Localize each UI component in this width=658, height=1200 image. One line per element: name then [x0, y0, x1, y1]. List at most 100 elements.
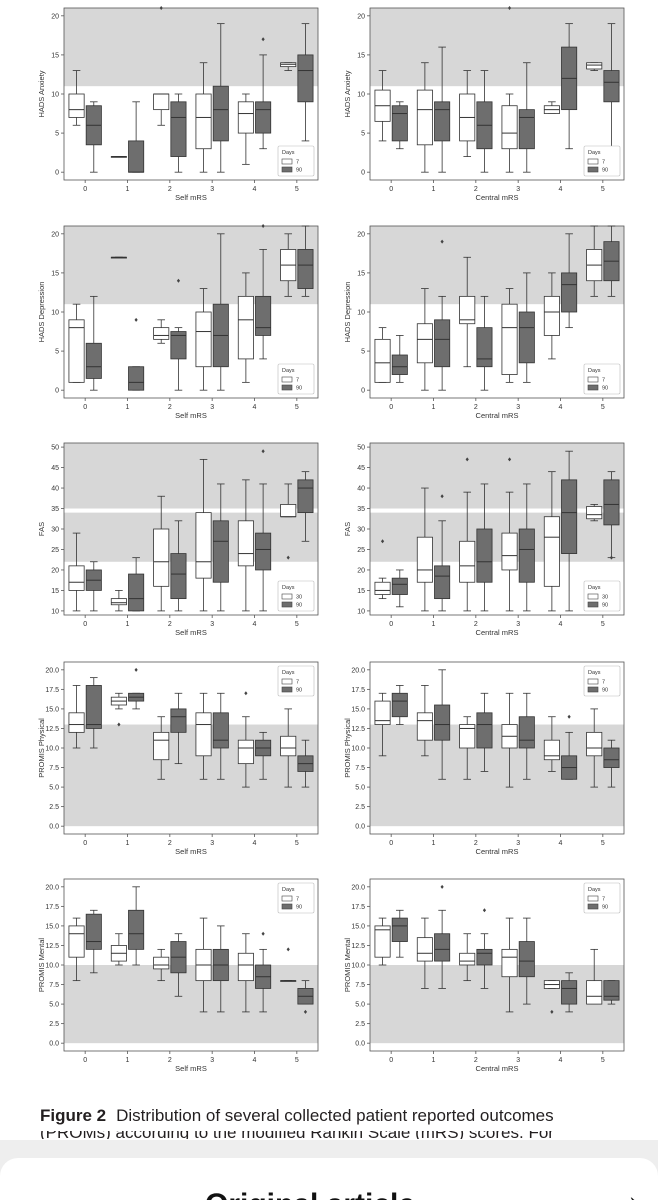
- legend-swatch: [281, 166, 293, 173]
- x-tick-label: 0: [83, 621, 87, 628]
- x-tick-label: 2: [168, 404, 172, 411]
- legend-swatch: [587, 376, 599, 383]
- box-90-days-mrs-4: [255, 449, 272, 612]
- box-7-days-mrs-1: [110, 256, 127, 259]
- legend-entry-label: 7: [296, 378, 299, 384]
- x-tick-label: 1: [126, 621, 130, 628]
- iqr-box: [153, 528, 170, 587]
- iqr-box: [434, 933, 451, 962]
- iqr-box: [68, 712, 85, 733]
- iqr-box: [128, 909, 145, 950]
- box-30-days-mrs-5: [280, 483, 297, 560]
- iqr-box: [280, 735, 297, 757]
- y-axis-label: HADS Anxiety: [37, 70, 46, 117]
- iqr-box: [416, 712, 433, 741]
- iqr-box: [85, 913, 102, 950]
- y-tick-label: 10: [357, 310, 365, 317]
- x-tick-label: 5: [295, 1057, 299, 1064]
- box-7-days-mrs-0: [374, 70, 391, 142]
- legend-swatch: [281, 601, 293, 608]
- legend-entry-label: 90: [296, 603, 302, 609]
- x-tick-label: 2: [168, 186, 172, 193]
- legend-entry-label: 7: [602, 897, 605, 903]
- x-axis-label: Central mRS: [476, 1064, 519, 1073]
- x-tick-label: 0: [389, 840, 393, 847]
- box-90-days-mrs-2: [476, 295, 493, 391]
- box-7-days-mrs-2: [153, 6, 170, 126]
- x-axis-label: Central mRS: [476, 847, 519, 856]
- x-tick-label: 5: [295, 186, 299, 193]
- box-90-days-mrs-5: [297, 980, 314, 1014]
- y-tick-label: 5: [361, 131, 365, 138]
- arrow-right-icon[interactable]: →: [612, 1180, 642, 1200]
- box-7-days-mrs-3: [195, 288, 212, 391]
- y-tick-label: 40: [51, 486, 59, 493]
- iqr-box: [603, 479, 620, 526]
- box-90-days-mrs-1: [128, 886, 145, 966]
- iqr-box: [518, 941, 535, 978]
- y-tick-label: 12.5: [45, 943, 59, 950]
- box-7-days-mrs-3: [501, 917, 518, 1013]
- box-90-days-mrs-4: [561, 714, 578, 780]
- chart-panel-10: 0.0 2.5 5.0 7.5 10.0 12.5 15.0 17.5 20.0 PROMIS M…: [343, 878, 625, 1073]
- legend-entry-label: 7: [296, 897, 299, 903]
- x-tick-label: 1: [126, 404, 130, 411]
- box-30-days-mrs-3: [501, 457, 518, 612]
- iqr-box: [518, 109, 535, 150]
- box-90-days-mrs-5: [297, 739, 314, 788]
- chart-panel-4: 0 5 10 15 20 HADS Depression 0 1 2 3 4 5 Central mRS…: [343, 225, 625, 420]
- box-90-days-mrs-2: [170, 278, 187, 391]
- outlier-point: [286, 555, 290, 560]
- x-axis-label: Self mRS: [175, 628, 207, 637]
- y-tick-label: 35: [51, 506, 59, 513]
- x-tick-label: 4: [253, 840, 257, 847]
- outlier-point: [261, 37, 265, 42]
- y-tick-label: 50: [51, 445, 59, 452]
- x-tick-label: 4: [253, 621, 257, 628]
- legend-swatch: [587, 686, 599, 693]
- box-7-days-mrs-2: [459, 256, 476, 368]
- box-7-days-mrs-0: [374, 692, 391, 757]
- y-tick-label: 0: [361, 388, 365, 395]
- iqr-box: [501, 948, 518, 978]
- iqr-box: [297, 479, 314, 514]
- box-90-days-mrs-0: [85, 295, 102, 391]
- box-90-days-mrs-1: [128, 101, 145, 173]
- legend-title: Days: [282, 585, 295, 591]
- x-tick-label: 1: [126, 1057, 130, 1064]
- iqr-box: [297, 54, 314, 103]
- y-tick-label: 7.5: [49, 982, 59, 989]
- y-tick-label: 12.5: [45, 726, 59, 733]
- iqr-box: [416, 937, 433, 962]
- box-90-days-mrs-5: [297, 471, 314, 542]
- box-7-days-mrs-1: [416, 917, 433, 989]
- x-axis-label: Self mRS: [175, 193, 207, 202]
- box-30-days-mrs-1: [416, 487, 433, 612]
- box-7-days-mrs-5: [280, 233, 297, 297]
- box-90-days-mrs-4: [561, 450, 578, 612]
- iqr-box: [434, 319, 451, 368]
- box-90-days-mrs-4: [561, 233, 578, 329]
- box-30-days-mrs-2: [153, 495, 170, 612]
- box-7-days-mrs-0: [68, 70, 85, 126]
- article-link-title[interactable]: Original article: [205, 1188, 415, 1200]
- x-tick-label: 5: [295, 621, 299, 628]
- iqr-box: [543, 739, 560, 761]
- article-link-sheet[interactable]: Original article →: [0, 1158, 658, 1200]
- outlier-point: [440, 494, 444, 499]
- box-90-days-mrs-4: [561, 972, 578, 1013]
- box-7-days-mrs-0: [374, 327, 391, 383]
- legend-swatch: [281, 376, 293, 383]
- box-90-days-mrs-1: [434, 669, 451, 780]
- iqr-box: [212, 712, 229, 749]
- box-90-days-mrs-0: [391, 335, 408, 383]
- iqr-box: [237, 101, 254, 134]
- legend-entry-label: 90: [602, 603, 608, 609]
- reference-band: [370, 724, 624, 827]
- x-tick-label: 1: [126, 186, 130, 193]
- box-7-days-mrs-4: [543, 980, 560, 1014]
- y-tick-label: 17.5: [45, 904, 59, 911]
